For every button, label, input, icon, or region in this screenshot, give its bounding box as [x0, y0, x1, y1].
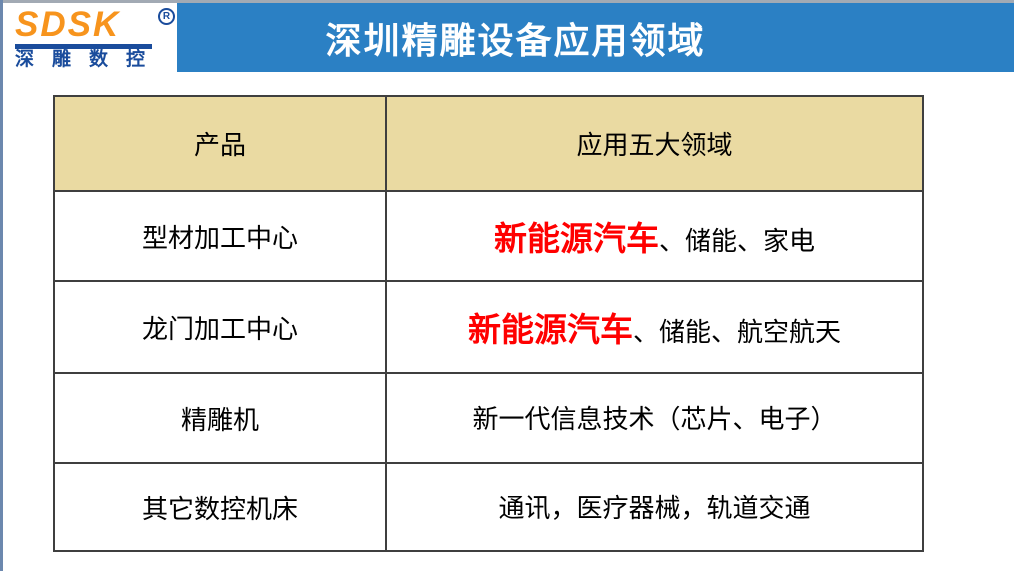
table-header-row: 产品 应用五大领域 [53, 95, 924, 192]
left-edge-line [0, 0, 3, 571]
product-cell: 精雕机 [53, 372, 387, 464]
sdsk-logo: SDSK R 深雕数控 [15, 5, 175, 70]
title-banner: 深圳精雕设备应用领域 [177, 3, 1014, 72]
product-cell: 龙门加工中心 [53, 280, 387, 374]
fields-cell: 新能源汽车、储能、家电 [385, 190, 924, 282]
column-header-product: 产品 [53, 95, 387, 192]
fields-text: 新一代信息技术（芯片、电子） [472, 405, 837, 434]
logo-divider-bar [15, 44, 152, 49]
fields-cell: 新一代信息技术（芯片、电子） [385, 372, 924, 464]
highlight-text: 新能源汽车 [493, 222, 659, 258]
fields-cell: 新能源汽车、储能、航空航天 [385, 280, 924, 374]
product-cell: 型材加工中心 [53, 190, 387, 282]
table-row: 龙门加工中心 新能源汽车、储能、航空航天 [53, 280, 924, 374]
table-row: 型材加工中心 新能源汽车、储能、家电 [53, 190, 924, 282]
table-row: 精雕机 新一代信息技术（芯片、电子） [53, 372, 924, 464]
fields-text: 、储能、家电 [658, 227, 815, 256]
table-row: 其它数控机床 通讯，医疗器械，轨道交通 [53, 462, 924, 552]
application-table: 产品 应用五大领域 型材加工中心 新能源汽车、储能、家电 龙门加工中心 新能源汽… [53, 95, 924, 552]
product-cell: 其它数控机床 [53, 462, 387, 552]
registered-trademark-icon: R [158, 8, 175, 25]
highlight-text: 新能源汽车 [467, 313, 633, 349]
top-edge-line [0, 0, 1014, 3]
column-header-fields: 应用五大领域 [385, 95, 924, 192]
slide-title: 深圳精雕设备应用领域 [325, 20, 706, 61]
logo-subtitle: 深雕数控 [15, 49, 164, 70]
fields-text: 通讯，医疗器械，轨道交通 [498, 494, 811, 523]
logo-brand-text: SDSK [15, 5, 121, 44]
fields-text: 、储能、航空航天 [632, 318, 841, 347]
fields-cell: 通讯，医疗器械，轨道交通 [385, 462, 924, 552]
